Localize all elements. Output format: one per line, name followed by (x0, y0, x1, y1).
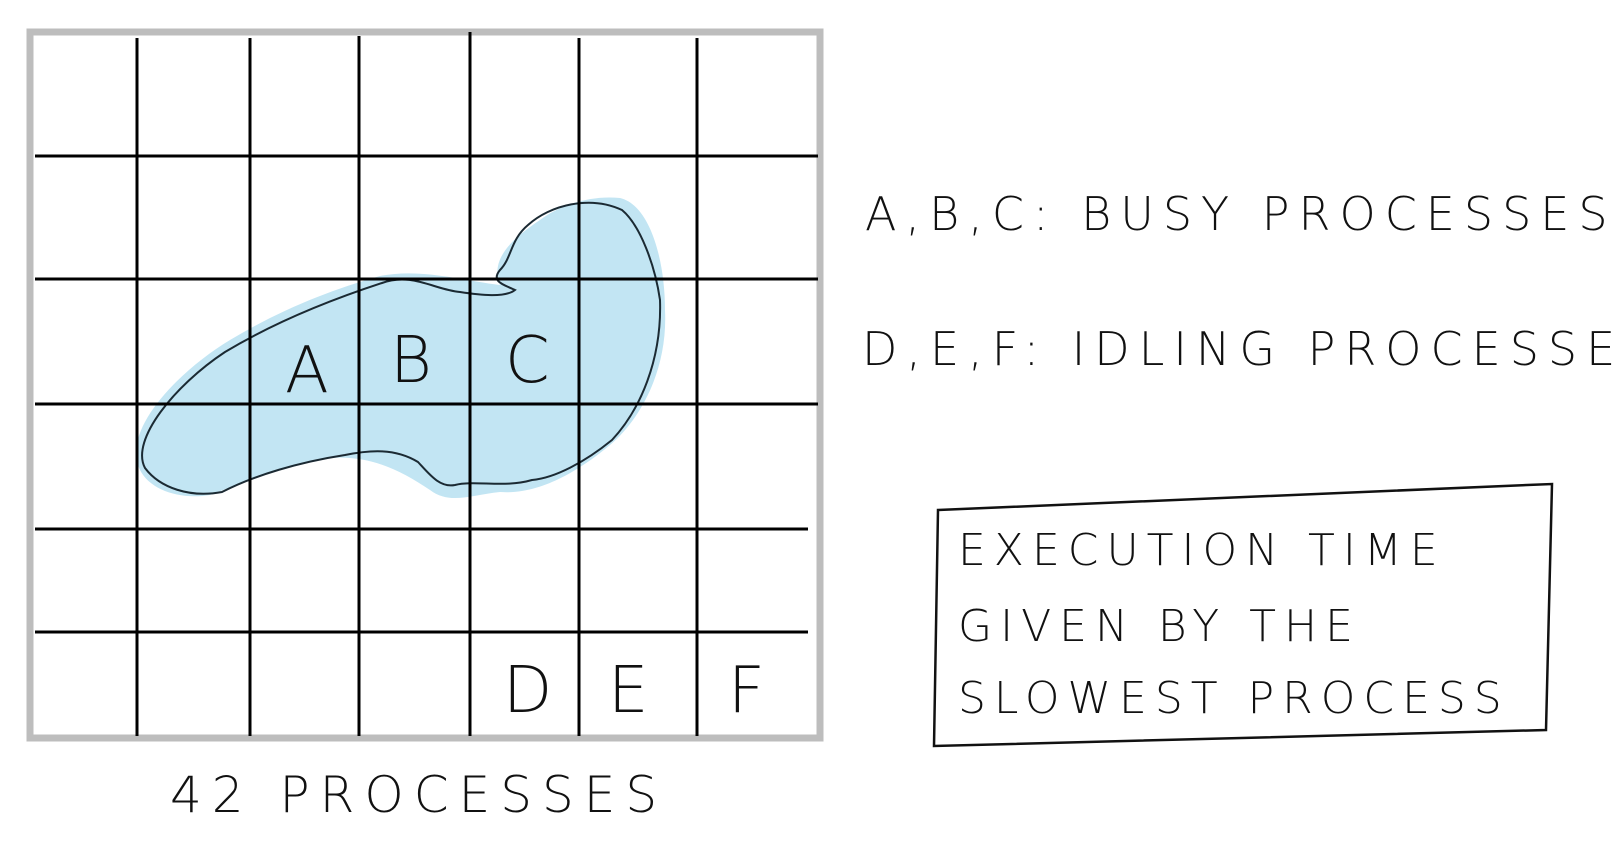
cell-label-d: D (503, 654, 554, 728)
cell-label-c: C (505, 324, 552, 398)
note-line-1: EXECUTION TIME (958, 525, 1446, 576)
cell-label-f: F (728, 654, 767, 728)
legend-busy: A,B,C: BUSY PROCESSES (865, 187, 1617, 241)
cell-label-e: E (608, 654, 650, 728)
execution-time-note: EXECUTION TIME GIVEN BY THE SLOWEST PROC… (934, 484, 1552, 746)
cell-label-a: A (285, 334, 331, 408)
note-line-2: GIVEN BY THE (958, 601, 1361, 652)
legend-idle: D,E,F: IDLING PROCESSES (862, 322, 1622, 376)
note-line-3: SLOWEST PROCESS (958, 673, 1510, 724)
cell-label-b: B (390, 324, 434, 398)
process-count-label: 42 PROCESSES (170, 766, 667, 824)
